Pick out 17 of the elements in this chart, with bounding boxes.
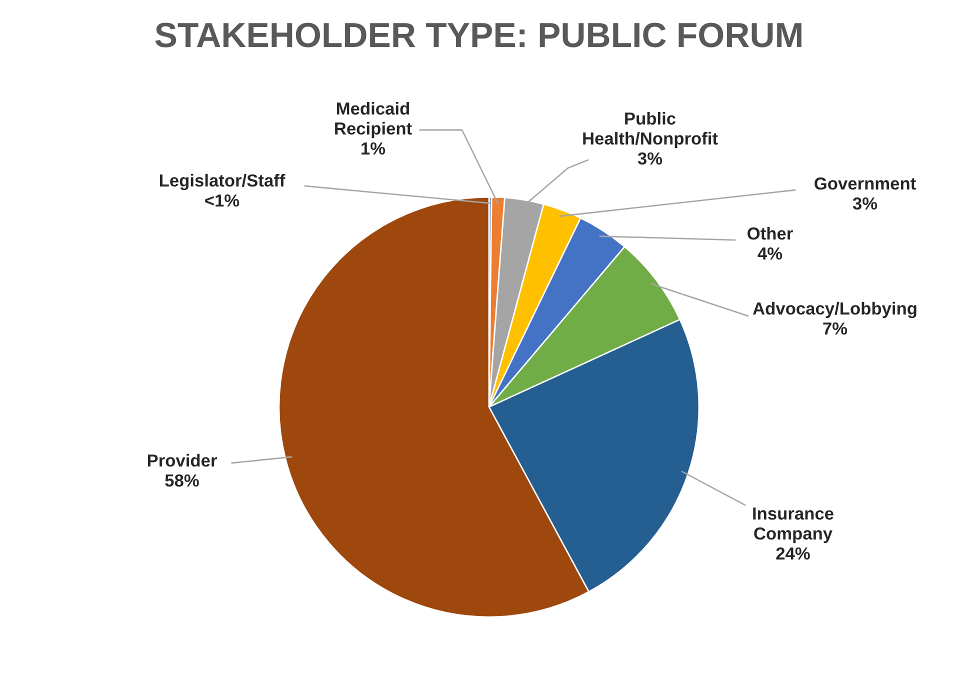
data-label: 1%	[362, 142, 386, 155]
data-label: 3%	[852, 197, 878, 210]
data-label: 4%	[758, 247, 782, 260]
slice-label: Medicaid Recipient	[335, 102, 412, 138]
slice-label: Legislator/Staff	[160, 174, 286, 190]
slice-label: Other	[748, 226, 793, 240]
chart-title: STAKEHOLDER TYPE: PUBLIC FORUM	[155, 22, 802, 48]
data-label: 7%	[823, 322, 848, 335]
slice-label: Public Health/Nonprofit	[583, 112, 718, 148]
slice-label: Government	[814, 177, 916, 190]
data-label: 3%	[638, 152, 662, 165]
data-label: 58%	[165, 474, 199, 487]
slice-label: Insurance Company	[753, 508, 834, 544]
slice-label: Advocacy/Lobbying	[752, 302, 916, 318]
data-label: <1%	[205, 194, 240, 207]
slice-label: Provider	[148, 454, 217, 467]
data-label: 24%	[776, 547, 810, 560]
